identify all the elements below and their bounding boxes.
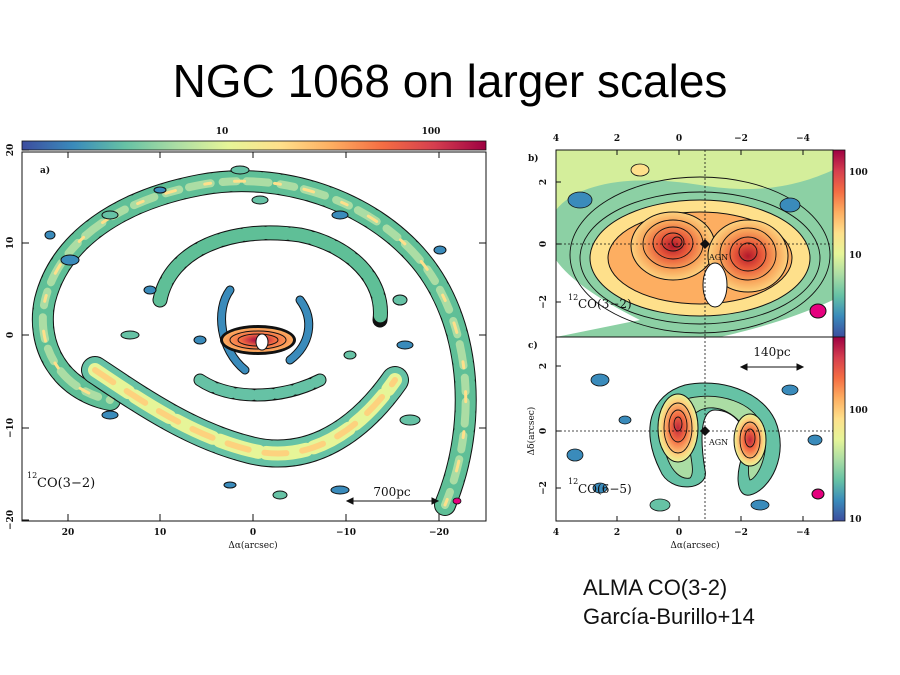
figure-c-map — [556, 337, 833, 521]
figure-b-colorbar-tick: 10 — [849, 251, 862, 261]
figure-a-outer-ring — [31, 170, 477, 516]
figure-b-panel-label: b) — [528, 153, 539, 164]
figure-c-x-tick: −4 — [796, 528, 810, 538]
figure-c-ticks — [555, 365, 804, 521]
figure-a-frame — [21, 151, 487, 522]
figure-a-y-tick: 20 — [6, 144, 16, 157]
figure-a-x-tick: −20 — [429, 528, 449, 538]
figure-c-line-label: CO(6−5) — [578, 482, 632, 496]
figure-a-line-label: CO(3−2) — [37, 476, 95, 491]
figure-a-beam — [452, 497, 462, 505]
figure-a-scalebar — [345, 497, 440, 505]
figure-b-top-x-tick: −2 — [734, 134, 748, 144]
figure-a-clumps — [44, 165, 447, 500]
figure-a-inner-arms — [152, 225, 388, 402]
figure-c-clumps — [566, 373, 823, 512]
figure-a-x-tick: −10 — [336, 528, 356, 538]
figure-a-line-label-isotope: 12 — [27, 471, 37, 480]
figure-a-panel-label: a) — [40, 165, 50, 176]
figure-c-scalebar-label: 140pc — [753, 345, 791, 359]
figure-a-scalebar-label: 700pc — [373, 485, 411, 499]
figure-c-xlabel: Δα(arcsec) — [670, 540, 719, 551]
figure-a-y-tick: −20 — [6, 510, 16, 530]
figure-b-map — [556, 150, 833, 337]
figure-a-x-tick: 20 — [62, 528, 75, 538]
figure-c-x-tick: 4 — [553, 528, 559, 538]
figure-c-colorbar — [832, 336, 846, 522]
figure-c: 100 10 4 2 0 −2 −4 2 0 −2 Δα(arcsec) Δδ(… — [526, 336, 868, 551]
figure-a-x-tick: 10 — [154, 528, 167, 538]
figure-b-ticks — [555, 150, 804, 303]
figure-b-top-x-tick: 4 — [553, 134, 559, 144]
figure-a-y-tick: 10 — [6, 237, 16, 250]
figure-c-beam — [811, 488, 825, 500]
figure-c-y-tick: −2 — [539, 481, 549, 495]
figure-b-top-x-tick: 0 — [676, 134, 682, 144]
figure-a-lower-arm — [81, 356, 409, 468]
figure-c-x-tick: −2 — [734, 528, 748, 538]
figure-c-scalebar — [739, 363, 805, 371]
figure-a-y-tick: 0 — [6, 332, 16, 338]
figure-a-colorbar — [21, 140, 487, 151]
figure-b-top-x-tick: 2 — [614, 134, 620, 144]
figure-c-colorbar-tick: 100 — [849, 406, 868, 416]
figure-c-y-tick: 2 — [539, 363, 549, 369]
figure-b-y-tick: 2 — [539, 179, 549, 185]
caption-reference: García-Burillo+14 — [583, 604, 755, 629]
figure-b-contours — [569, 176, 831, 334]
figure-c-line-label-isotope: 12 — [568, 477, 578, 486]
figure-c-contours — [663, 402, 761, 459]
figure-b-colorbar — [832, 149, 846, 338]
figure-a: 10 100 — [6, 127, 487, 551]
figure-a-map — [31, 165, 477, 516]
figure-a-nucleus — [220, 325, 296, 355]
figure-c-x-tick: 0 — [676, 528, 682, 538]
figure-b-top-x-tick: −4 — [796, 134, 810, 144]
figure-b-line-label-isotope: 12 — [568, 293, 578, 302]
caption-instrument: ALMA CO(3-2) — [583, 575, 728, 600]
figure-c-agn-marker — [700, 426, 710, 436]
figure-a-ticks — [22, 149, 486, 521]
figure-c-x-tick: 2 — [614, 528, 620, 538]
figure-a-colorbar-tick: 10 — [216, 127, 229, 137]
figure-c-y-tick: 0 — [539, 428, 549, 434]
caption: ALMA CO(3-2) García-Burillo+14 — [583, 573, 755, 631]
figure-c-colorbar-tick: 10 — [849, 515, 862, 525]
figure-b: 100 10 4 2 0 −2 −4 2 0 −2 b) AGN 12 CO(3… — [528, 134, 868, 338]
figure-b-colorbar-tick: 100 — [849, 168, 868, 178]
figure-b-y-tick: 0 — [539, 241, 549, 247]
figure-b-hole — [702, 262, 728, 308]
slide-title: NGC 1068 on larger scales — [172, 55, 728, 107]
figure-c-ylabel: Δδ(arcsec) — [526, 407, 537, 456]
figure-c-agn-label: AGN — [708, 438, 728, 447]
figure-b-agn-label: AGN — [708, 253, 728, 262]
figure-b-y-tick: −2 — [539, 295, 549, 309]
figure-c-panel-label: c) — [528, 340, 538, 351]
figure-a-xlabel: Δα(arcsec) — [228, 540, 277, 551]
figure-b-agn-marker — [700, 239, 710, 249]
figure-b-line-label: CO(3−2) — [578, 297, 632, 311]
figure-b-beam — [809, 303, 827, 319]
figure-a-y-tick: −10 — [6, 418, 16, 438]
figure-a-colorbar-tick: 100 — [422, 127, 441, 137]
figure-a-x-tick: 0 — [250, 528, 256, 538]
